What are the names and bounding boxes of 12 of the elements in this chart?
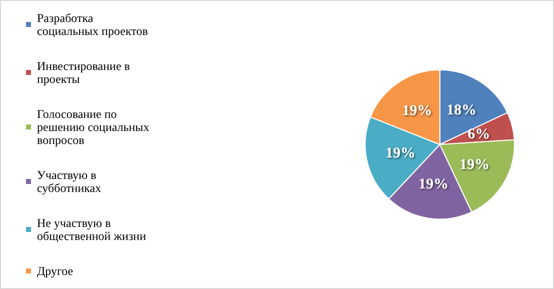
legend-label: Инвестирование в проекты	[37, 59, 133, 86]
legend-label: Голосование по решению социальных вопросов	[37, 107, 152, 147]
data-label: 6%	[468, 126, 490, 142]
data-label: 19%	[402, 103, 432, 120]
legend-label: Не участвую в общественной жизни	[37, 216, 147, 243]
data-label: 19%	[418, 176, 449, 192]
legend-label: Участвую в субботниках	[37, 168, 102, 195]
legend-label: Другое	[37, 264, 74, 278]
data-label: 19%	[386, 145, 416, 162]
legend-label: Разработка социальных проектов	[37, 11, 148, 38]
data-label: 19%	[460, 157, 490, 174]
data-label: 18%	[446, 102, 476, 118]
